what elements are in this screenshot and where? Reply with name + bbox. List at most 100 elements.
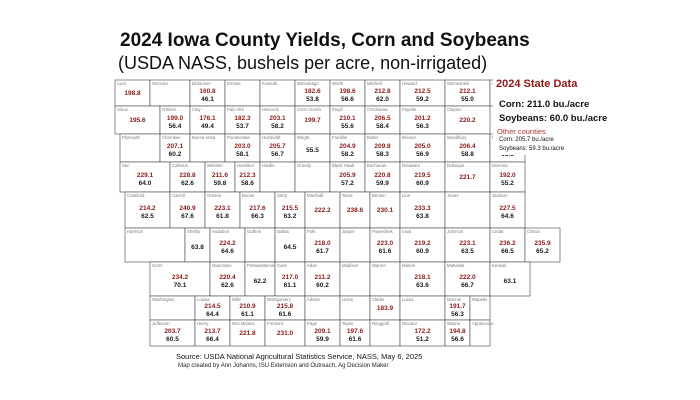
soybean-yield-label: 58.2 — [271, 123, 284, 130]
county-story: Story 215.563.2 — [274, 191, 306, 229]
state-data-box: 2024 State Data Corn: 211.0 bu./acre Soy… — [493, 75, 607, 155]
county-name: Carroll — [172, 193, 185, 198]
county-washington: Washington — [149, 295, 196, 321]
soybean-yield-label: 49.4 — [201, 123, 214, 130]
county-butler: Butler 209.858.3 — [364, 133, 401, 163]
county-shape — [149, 261, 211, 297]
county-name: Henry — [197, 321, 209, 326]
county-name: Delaware — [402, 163, 421, 168]
county-henry: Henry 213.766.4 — [194, 319, 231, 347]
county-name: Kossuth — [262, 81, 278, 86]
corn-yield-label: 214.5 — [204, 303, 221, 310]
soybean-yield-label: 66.4 — [206, 336, 219, 343]
county-name: Union — [342, 297, 354, 302]
county-dubuque: Dubuque 221.7 — [444, 161, 491, 193]
county-cerro-gordo: Cerro Gordo 199.7 — [294, 105, 331, 135]
county-name: Tama — [342, 193, 353, 198]
county-name: Adair — [307, 263, 318, 268]
county-name: Lucas — [402, 297, 413, 302]
corn-yield-label: 228.8 — [179, 172, 196, 179]
county-bremer: Bremer 205.056.9 — [399, 133, 446, 163]
corn-yield-label: 204.9 — [339, 143, 356, 150]
county-taylor: Taylor 197.661.6 — [339, 319, 371, 347]
soybean-yield-label: 60.2 — [316, 282, 329, 289]
corn-yield-label: 203.0 — [234, 143, 251, 150]
county-lucas: Lucas — [399, 295, 446, 321]
county-humboldt: Humboldt 205.756.7 — [259, 133, 296, 163]
corn-yield-label: 172.2 — [414, 328, 431, 335]
corn-yield-label: 214.2 — [139, 205, 156, 212]
county-wright: Wright 55.5 — [294, 133, 331, 163]
county-black-hawk: Black Hawk 205.957.2 — [329, 161, 366, 193]
county-name: Dickinson — [192, 81, 211, 86]
county-name: Cerro Gordo — [297, 107, 321, 112]
corn-yield-label: 211.2 — [315, 274, 331, 281]
corn-yield-label: 201.2 — [414, 115, 431, 122]
county-shape — [339, 261, 371, 297]
county-name: Hardin — [262, 163, 275, 168]
soybean-yield-label: 53.8 — [306, 96, 319, 103]
corn-yield-label: 234.2 — [172, 274, 189, 281]
county-dickinson: Dickinson 160.846.1 — [189, 79, 226, 107]
county-name: Keokuk — [492, 263, 507, 268]
county-name: Louisa — [197, 297, 210, 302]
soybean-yield-label: 57.2 — [341, 180, 354, 187]
county-page: Page 209.159.9 — [304, 319, 341, 347]
soybean-yield-label: 59.2 — [416, 96, 429, 103]
county-name: Iowa — [402, 229, 412, 234]
county-name: Clayton — [447, 107, 462, 112]
soybean-yield-label: 60.5 — [166, 336, 179, 343]
soybean-yield-label: 70.1 — [174, 282, 187, 289]
corn-yield-label: 210.1 — [339, 115, 356, 122]
county-shape — [444, 191, 491, 229]
county-floyd: Floyd 210.155.6 — [329, 105, 366, 135]
corn-yield-label: 176.1 — [199, 115, 216, 122]
county-cherokee: Cherokee 207.160.2 — [159, 133, 191, 163]
soybean-yield-label: 66.7 — [461, 282, 474, 289]
county-shape — [329, 105, 366, 135]
soybean-yield-label: 64.0 — [139, 180, 152, 187]
corn-yield-label: 205.9 — [339, 172, 356, 179]
county-shape — [229, 319, 266, 347]
county-scott: Scott 234.270.1 — [149, 261, 211, 297]
county-name: Mahaska — [447, 263, 465, 268]
corn-yield-label: 203.7 — [164, 328, 181, 335]
county-buena-vista: Buena Vista — [189, 133, 226, 163]
corn-yield-label: 182.6 — [304, 88, 321, 95]
corn-yield-label: 215.8 — [277, 303, 294, 310]
corn-yield-label: 238.6 — [347, 207, 364, 214]
soybean-yield-label: 58.4 — [376, 123, 389, 130]
county-shape — [399, 295, 446, 321]
state-data-title: 2024 State Data — [496, 78, 578, 90]
soybean-yield-label: 64.4 — [206, 311, 219, 318]
corn-yield-label: 229.1 — [137, 172, 154, 179]
county-shape — [304, 227, 341, 263]
county-shape — [444, 79, 491, 107]
county-name: Madison — [342, 263, 359, 268]
county-shape — [444, 295, 471, 321]
county-name: Marshall — [307, 193, 323, 198]
corn-yield-label: 210.9 — [239, 303, 256, 310]
soybean-yield-label: 63.2 — [284, 213, 297, 220]
soybean-yield-label: 60.9 — [416, 180, 429, 187]
county-shape — [369, 227, 401, 263]
county-shape — [364, 133, 401, 163]
county-name: Bremer — [402, 135, 417, 140]
county-shape — [469, 319, 491, 347]
soybean-yield-label: 55.2 — [501, 180, 514, 187]
county-cass: Cass 217.061.1 — [274, 261, 306, 297]
soybean-yield-label: 56.6 — [341, 96, 354, 103]
county-name: Franklin — [332, 135, 348, 140]
soybean-yield-label: 67.6 — [181, 213, 194, 220]
corn-yield-label: 233.3 — [414, 205, 431, 212]
county-name: Buena Vista — [192, 135, 216, 140]
soybean-yield-label: 58.2 — [341, 151, 354, 158]
county-name: Wayne — [447, 321, 461, 326]
county-shape — [119, 133, 161, 163]
corn-yield-label: 222.0 — [459, 274, 476, 281]
county-shape — [124, 191, 171, 229]
corn-yield-label: 222.2 — [314, 207, 331, 214]
county-madison: Madison — [339, 261, 371, 297]
county-palo-alto: Palo Alto 182.353.7 — [224, 105, 261, 135]
